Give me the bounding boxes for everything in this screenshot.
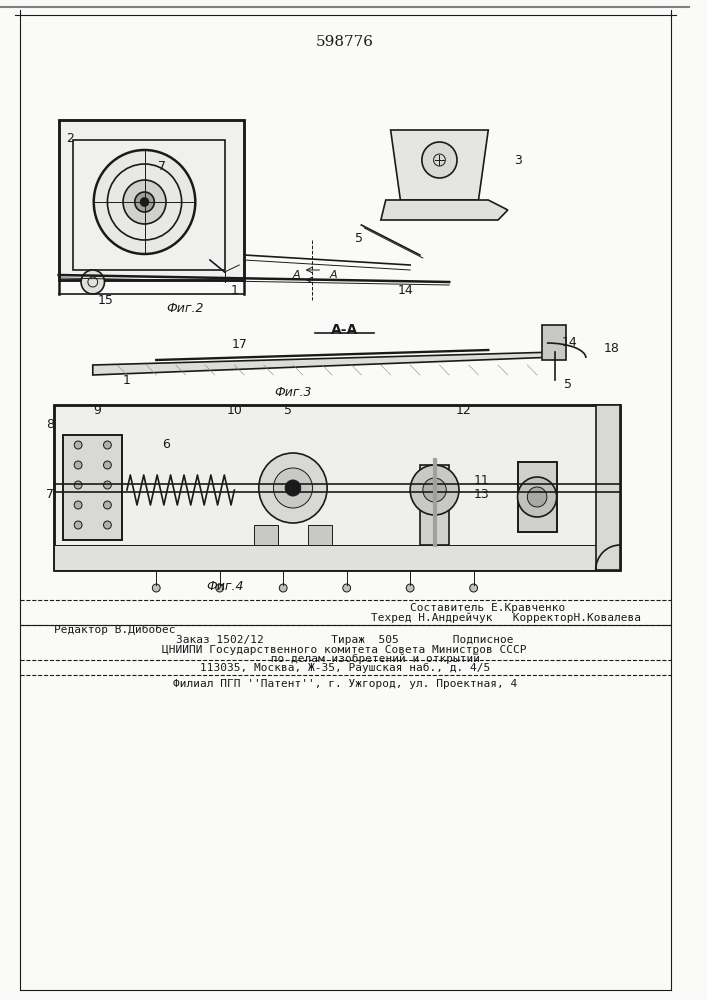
Text: Фиг.3: Фиг.3 xyxy=(274,386,312,399)
Text: 113035, Москва, Ж-35, Раушская наб., д. 4/5: 113035, Москва, Ж-35, Раушская наб., д. … xyxy=(199,663,490,673)
Bar xyxy=(254,525,279,545)
Bar xyxy=(518,462,556,532)
Text: 7: 7 xyxy=(158,160,166,174)
Text: 5: 5 xyxy=(284,403,292,416)
Text: 10: 10 xyxy=(226,403,243,416)
Text: 15: 15 xyxy=(98,294,113,306)
Circle shape xyxy=(103,461,111,469)
Polygon shape xyxy=(93,352,556,375)
Circle shape xyxy=(527,487,547,507)
Circle shape xyxy=(103,481,111,489)
Text: 5: 5 xyxy=(356,232,363,244)
Circle shape xyxy=(81,270,105,294)
Bar xyxy=(596,405,620,570)
Circle shape xyxy=(135,192,154,212)
Bar xyxy=(54,405,620,570)
Bar xyxy=(420,465,449,545)
Circle shape xyxy=(469,584,477,592)
Text: 2: 2 xyxy=(66,131,74,144)
Text: 9: 9 xyxy=(94,403,102,416)
Bar xyxy=(54,405,620,570)
Text: Заказ 1502/12          Тираж  505        Подписное: Заказ 1502/12 Тираж 505 Подписное xyxy=(176,635,513,645)
Circle shape xyxy=(423,478,446,502)
Text: 18: 18 xyxy=(604,342,619,355)
Circle shape xyxy=(103,521,111,529)
Text: 6: 6 xyxy=(162,438,170,452)
Text: А: А xyxy=(330,270,338,280)
Bar xyxy=(308,525,332,545)
Text: 13: 13 xyxy=(474,488,489,502)
Circle shape xyxy=(74,501,82,509)
Text: 14: 14 xyxy=(561,336,578,349)
Text: 598776: 598776 xyxy=(316,35,374,49)
Text: по делам изобретений и открытий: по делам изобретений и открытий xyxy=(210,654,480,664)
Text: 1: 1 xyxy=(123,373,131,386)
Text: 5: 5 xyxy=(564,378,573,391)
Circle shape xyxy=(103,501,111,509)
Bar xyxy=(54,545,620,570)
Polygon shape xyxy=(381,200,508,220)
Bar xyxy=(74,140,225,270)
Circle shape xyxy=(279,584,287,592)
Circle shape xyxy=(74,521,82,529)
Circle shape xyxy=(123,180,166,224)
Circle shape xyxy=(152,584,160,592)
Circle shape xyxy=(141,198,148,206)
Text: 14: 14 xyxy=(397,284,413,296)
Circle shape xyxy=(407,584,414,592)
Text: Фиг.2: Фиг.2 xyxy=(167,302,204,314)
Bar xyxy=(64,435,122,540)
Text: 17: 17 xyxy=(231,338,247,352)
Circle shape xyxy=(274,468,312,508)
Bar xyxy=(518,462,556,532)
Text: 3: 3 xyxy=(514,153,522,166)
Circle shape xyxy=(74,461,82,469)
Circle shape xyxy=(343,584,351,592)
Text: А: А xyxy=(292,270,300,280)
Circle shape xyxy=(285,480,300,496)
Circle shape xyxy=(410,465,459,515)
Text: 12: 12 xyxy=(456,403,472,416)
Text: ЦНИИПИ Государственного комитета Совета Министров СССР: ЦНИИПИ Государственного комитета Совета … xyxy=(163,645,527,655)
Text: А-А: А-А xyxy=(331,323,358,337)
Text: Редактор В.Дибобес: Редактор В.Дибобес xyxy=(54,625,175,635)
Text: 1: 1 xyxy=(230,284,238,296)
Circle shape xyxy=(74,481,82,489)
Text: 7: 7 xyxy=(46,488,54,502)
Circle shape xyxy=(422,142,457,178)
Polygon shape xyxy=(391,130,489,200)
Bar xyxy=(542,325,566,360)
Text: 8: 8 xyxy=(46,418,54,432)
Text: Фиг.4: Фиг.4 xyxy=(206,580,243,593)
Circle shape xyxy=(259,453,327,523)
Circle shape xyxy=(216,584,223,592)
Circle shape xyxy=(74,441,82,449)
Circle shape xyxy=(103,441,111,449)
Circle shape xyxy=(518,477,556,517)
Text: 11: 11 xyxy=(474,474,489,487)
Text: Составитель Е.Кравченко: Составитель Е.Кравченко xyxy=(410,603,566,613)
Bar xyxy=(59,120,244,280)
Bar xyxy=(59,120,244,280)
Bar xyxy=(64,435,122,540)
Text: Техред Н.Андрейчук   КорректорН.Ковалева: Техред Н.Андрейчук КорректорН.Ковалева xyxy=(371,613,641,623)
Text: Филиал ПГП ''Патент'', г. Ужгород, ул. Проектная, 4: Филиал ПГП ''Патент'', г. Ужгород, ул. П… xyxy=(173,679,517,689)
Circle shape xyxy=(94,150,195,254)
